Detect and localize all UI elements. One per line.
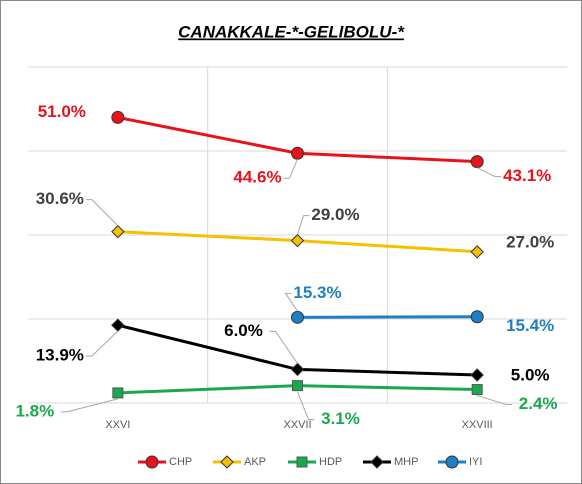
data-point	[111, 224, 125, 239]
x-tick-label: XXVI	[105, 419, 130, 431]
data-point	[471, 384, 483, 396]
data-label: 43.1%	[503, 166, 551, 185]
legend-marker	[370, 455, 384, 469]
leader-line	[476, 167, 502, 178]
data-point	[470, 368, 484, 382]
data-label: 5.0%	[511, 365, 550, 384]
legend-marker	[145, 455, 159, 469]
legend-label: IYI	[469, 456, 482, 468]
data-point	[111, 110, 125, 124]
legend-marker	[220, 455, 234, 469]
data-label: 27.0%	[506, 232, 554, 251]
data-point	[291, 310, 304, 324]
data-label: 30.6%	[36, 189, 84, 208]
data-point	[112, 387, 124, 399]
chart-title: CANAKKALE-*-GELIBOLU-*	[178, 22, 405, 41]
data-label: 6.0%	[224, 321, 263, 340]
data-label: 51.0%	[38, 102, 86, 121]
legend-label: HDP	[319, 456, 342, 468]
leader-line	[85, 199, 119, 226]
leader-line	[85, 330, 119, 357]
data-point	[470, 155, 484, 169]
legend-marker	[445, 455, 459, 469]
leader-line	[297, 215, 310, 235]
data-label: 13.9%	[36, 346, 84, 365]
data-label: 3.1%	[321, 409, 360, 428]
legend-label: AKP	[244, 456, 266, 468]
legend-label: MHP	[394, 456, 418, 468]
data-label: 29.0%	[311, 205, 359, 224]
data-point	[470, 310, 484, 324]
leader-line	[477, 395, 513, 406]
x-tick-label: XXVII	[283, 419, 311, 431]
data-label: 44.6%	[233, 168, 281, 187]
leader-line	[269, 330, 298, 364]
data-point	[291, 146, 304, 160]
data-label: 15.4%	[506, 316, 554, 335]
leader-line	[60, 398, 118, 413]
data-label: 2.4%	[519, 394, 558, 413]
data-label: 1.8%	[15, 401, 54, 420]
legend-label: CHP	[169, 456, 192, 468]
data-point	[290, 362, 305, 377]
leader-line	[283, 159, 298, 179]
data-point	[290, 233, 305, 248]
series-line	[297, 315, 478, 319]
leader-line	[284, 292, 298, 312]
legend-marker	[296, 456, 308, 468]
x-tick-label: XXVIII	[462, 419, 493, 431]
data-label: 15.3%	[293, 283, 341, 302]
data-point	[292, 380, 303, 392]
data-point	[470, 245, 484, 259]
leader-line	[297, 391, 315, 421]
